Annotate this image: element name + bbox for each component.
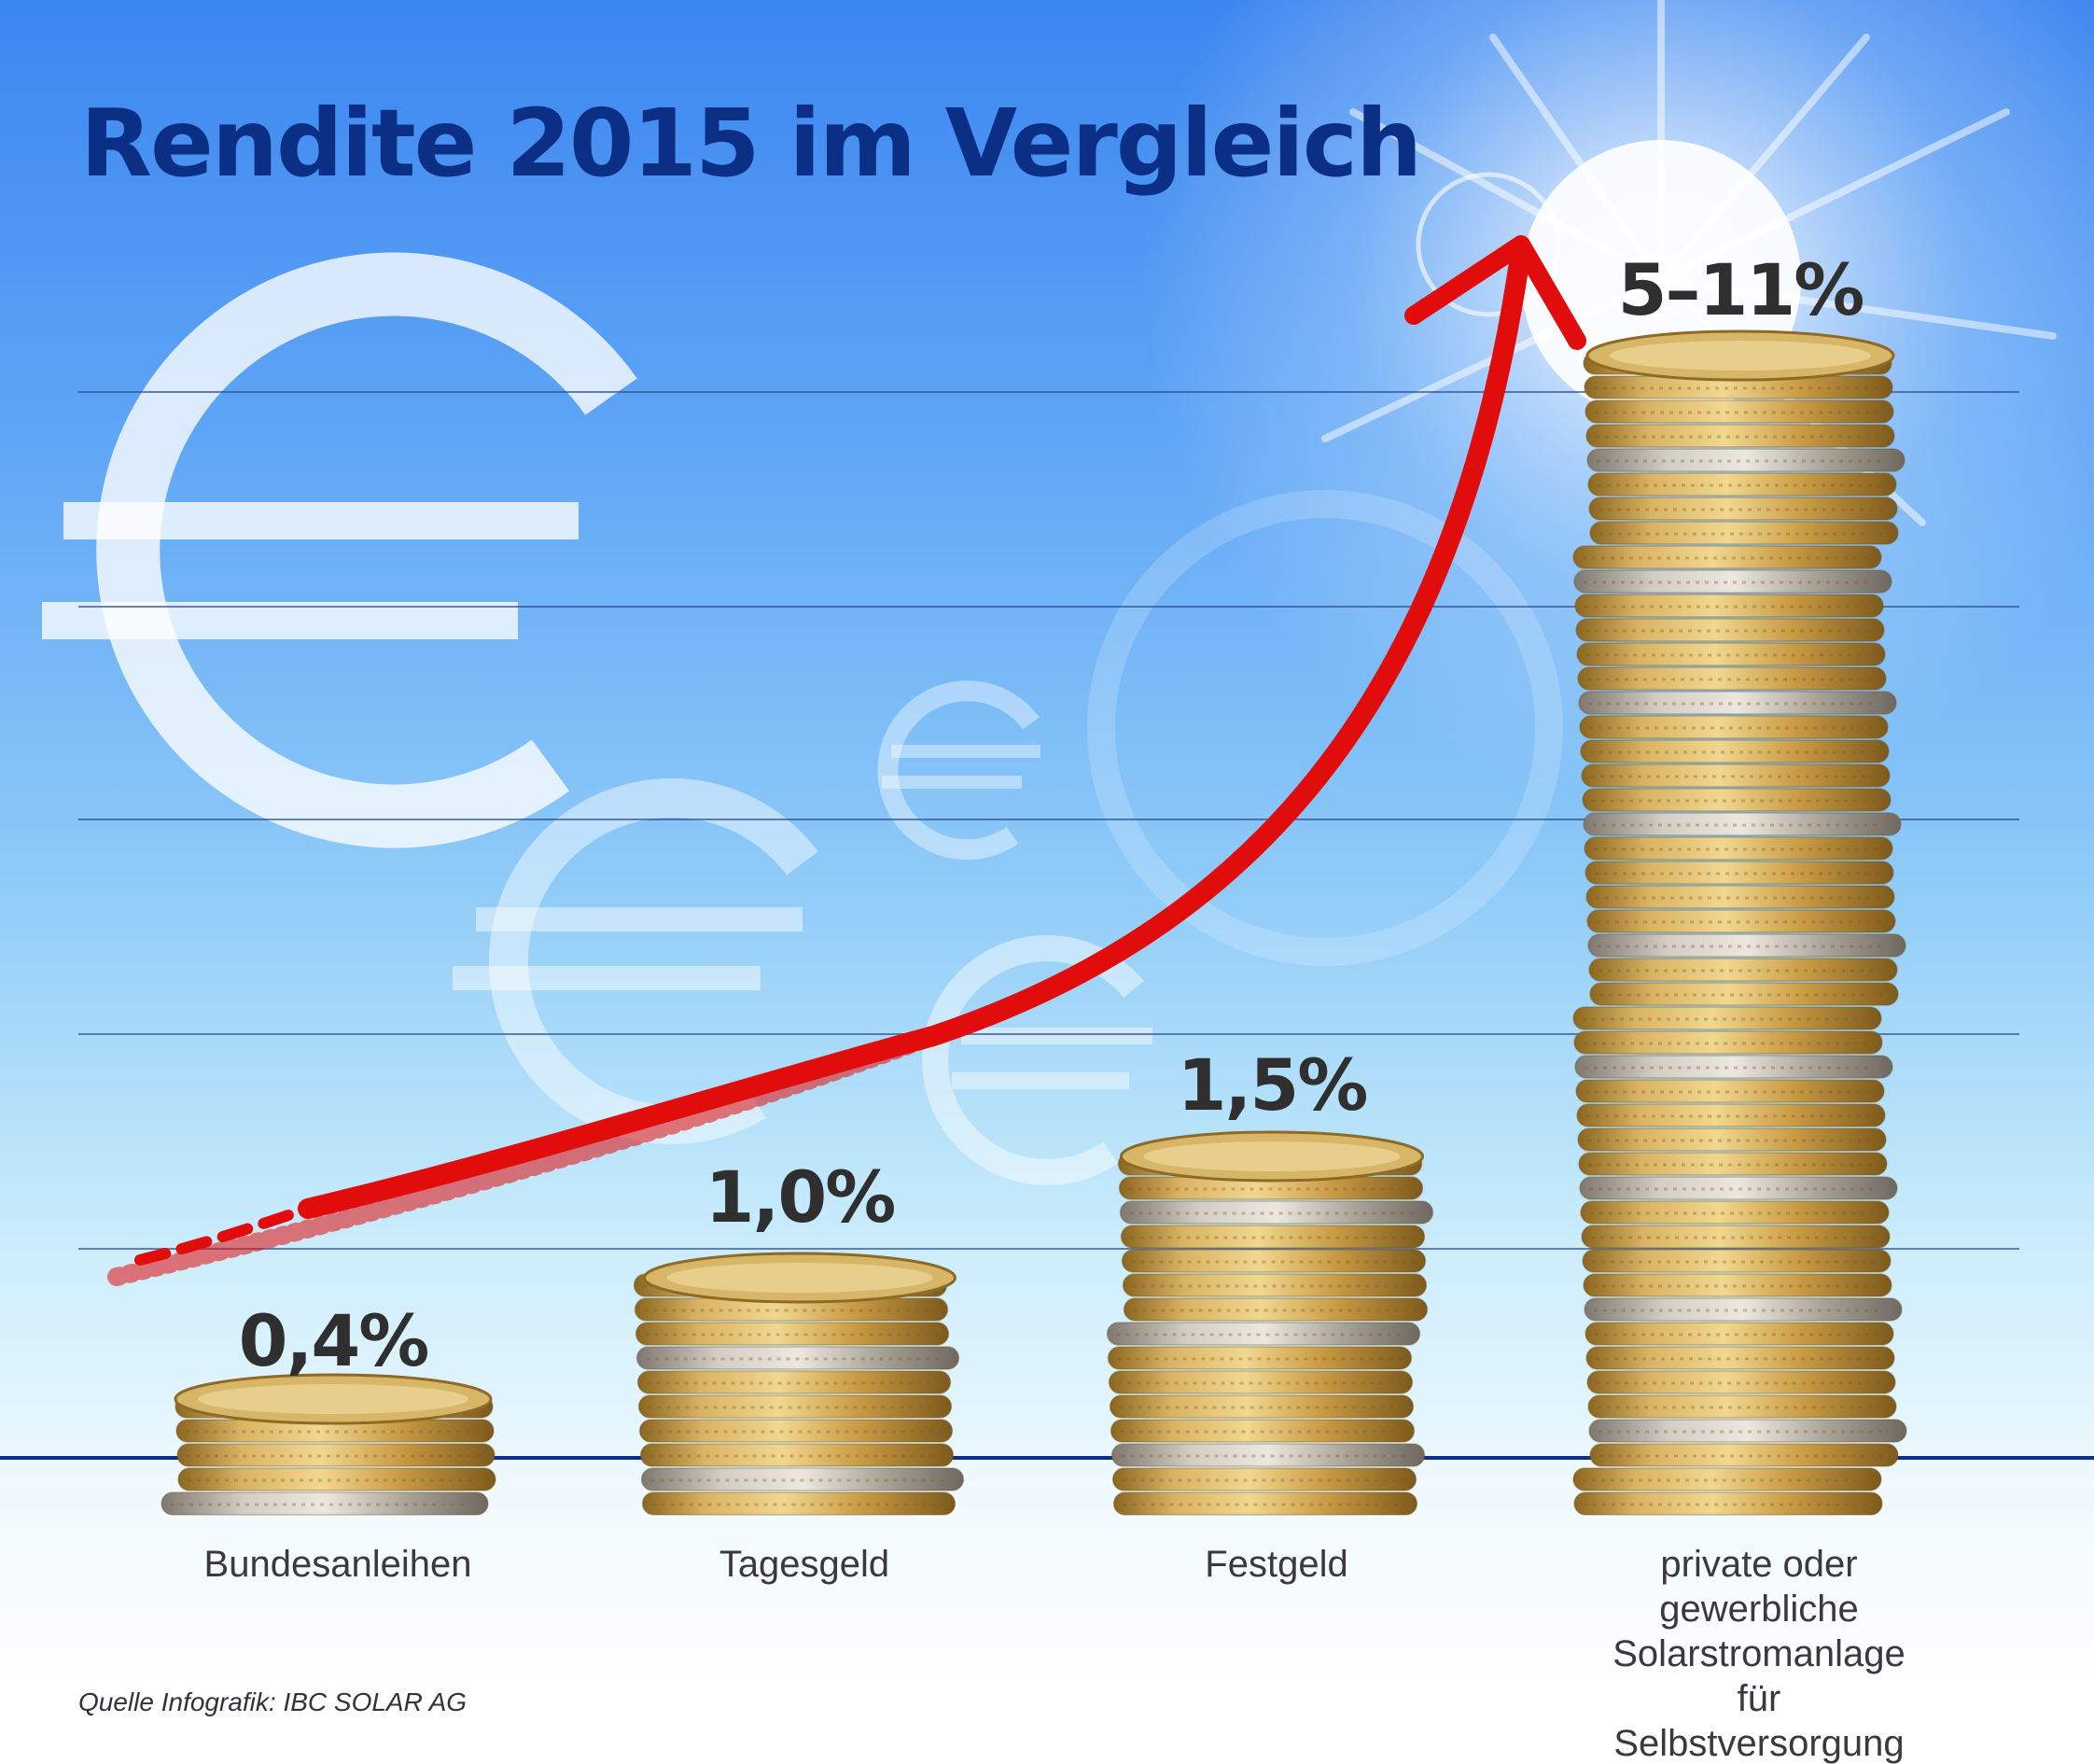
euro-symbol-icon — [453, 777, 818, 1144]
category-label-3: private oder gewerbliche Solarstromanlag… — [1612, 1544, 1906, 1764]
bar-3 — [1572, 329, 1907, 1516]
category-label-2: Festgeld — [1205, 1544, 1348, 1585]
euro-symbol-icon — [42, 252, 637, 848]
category-label-1: Tagesgeld — [719, 1544, 890, 1585]
trend-arrow — [107, 235, 1586, 1286]
value-label-3: 5–11% — [1617, 248, 1865, 331]
bar-2 — [1106, 1130, 1434, 1516]
category-label-0: Bundesanleihen — [203, 1544, 472, 1585]
chart-title: Rendite 2015 im Vergleich — [80, 89, 1422, 198]
value-label-0: 0,4% — [238, 1299, 430, 1382]
bar-1 — [633, 1252, 965, 1516]
value-label-1: 1,0% — [705, 1155, 897, 1239]
bar-group — [161, 329, 1907, 1516]
bar-0 — [161, 1373, 496, 1516]
value-label-2: 1,5% — [1177, 1043, 1369, 1127]
euro-symbol-icon — [877, 680, 1040, 861]
source-note: Quelle Infografik: IBC SOLAR AG — [78, 1687, 468, 1716]
